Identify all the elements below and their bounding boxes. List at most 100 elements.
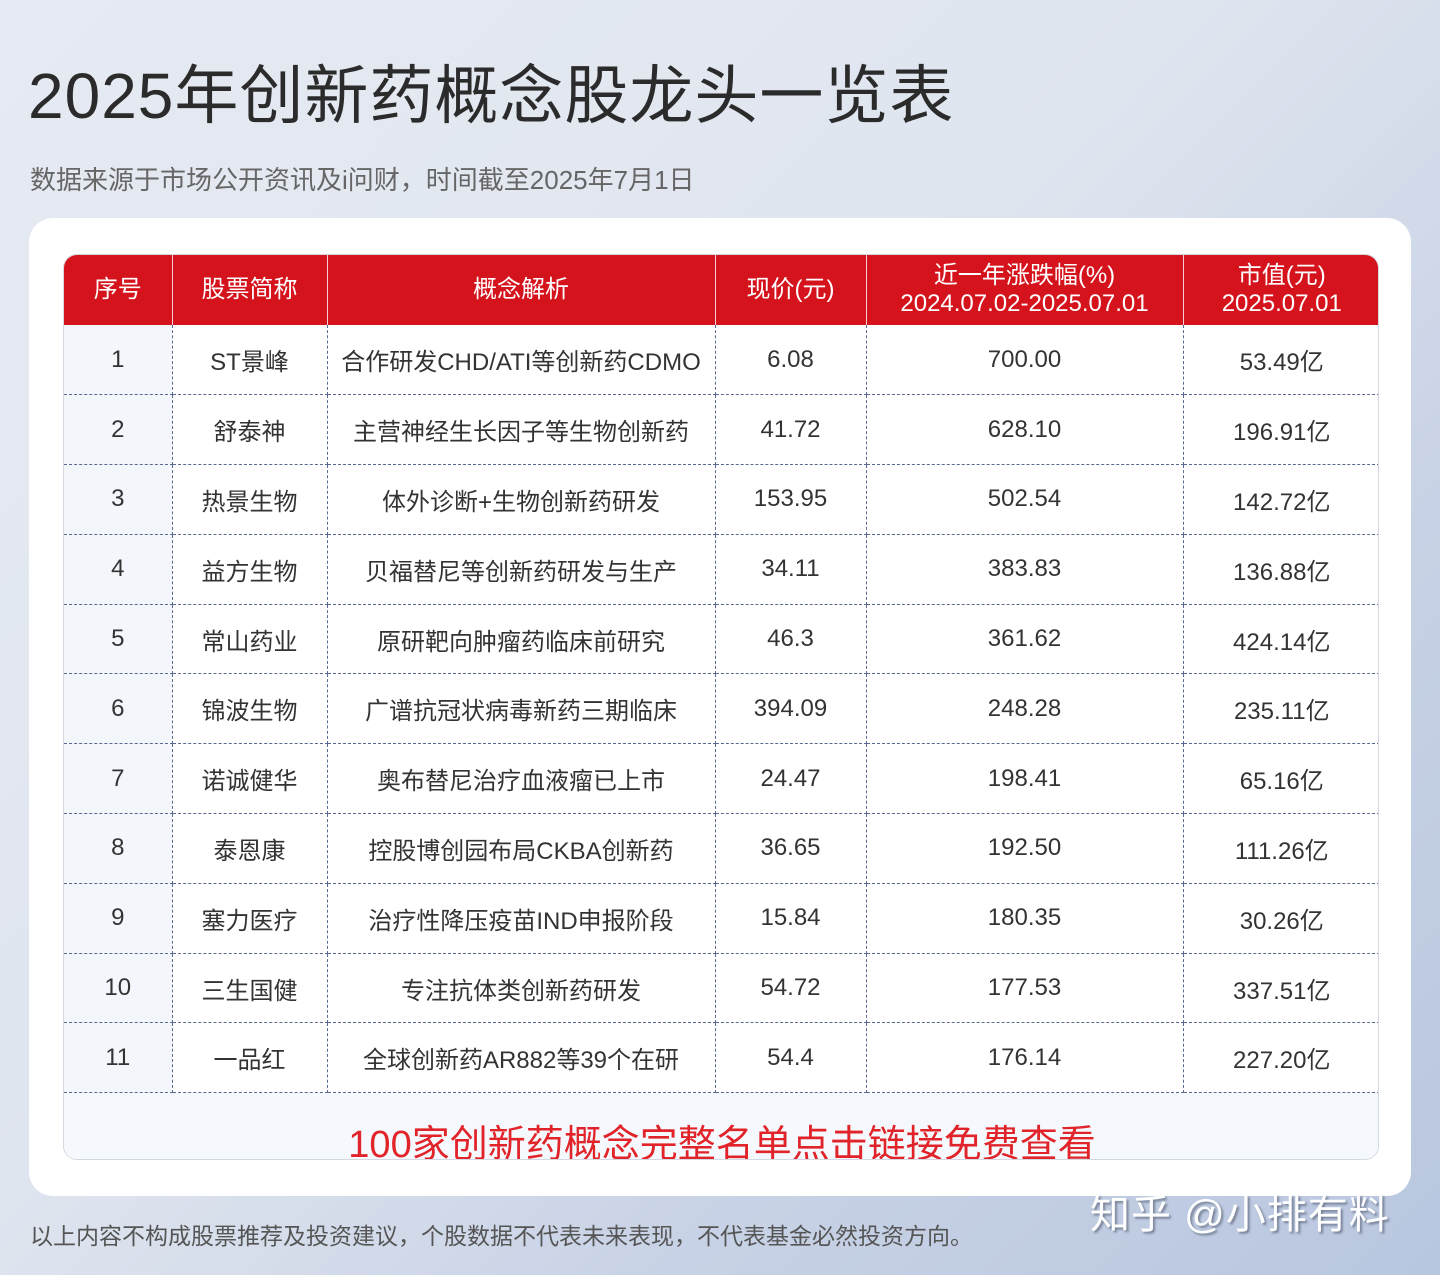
market-cap: 337.51亿 [1183, 953, 1378, 1024]
market-cap: 111.26亿 [1183, 813, 1378, 884]
stock-name: 一品红 [172, 1022, 328, 1094]
row-index: 9 [64, 883, 173, 954]
current-price: 24.47 [715, 743, 867, 815]
concept-desc: 治疗性降压疫苗IND申报阶段 [327, 883, 716, 954]
market-cap: 136.88亿 [1183, 534, 1378, 605]
row-index: 2 [64, 394, 173, 466]
yearly-change: 628.10 [866, 394, 1184, 466]
current-price: 54.4 [715, 1022, 867, 1094]
current-price: 394.09 [715, 673, 867, 745]
stock-name: 塞力医疗 [172, 883, 328, 954]
row-index: 6 [64, 673, 173, 745]
current-price: 46.3 [715, 604, 867, 675]
stock-name: 益方生物 [172, 534, 328, 605]
col-header-label: 近一年涨跌幅(%) [933, 262, 1116, 289]
col-header-index: 序号 [64, 255, 173, 325]
col-header-change: 近一年涨跌幅(%) 2024.07.02-2025.07.01 [866, 255, 1184, 325]
yearly-change: 502.54 [866, 464, 1184, 535]
concept-desc: 广谱抗冠状病毒新药三期临床 [327, 673, 716, 745]
disclaimer: 以上内容不构成股票推荐及投资建议，个股数据不代表未来表现，不代表基金必然投资方向… [30, 1223, 973, 1249]
current-price: 36.65 [715, 813, 867, 884]
stock-name: 舒泰神 [172, 394, 328, 466]
concept-desc: 专注抗体类创新药研发 [327, 953, 716, 1024]
row-index: 11 [64, 1022, 173, 1094]
market-cap: 53.49亿 [1183, 325, 1378, 396]
yearly-change: 180.35 [866, 883, 1184, 954]
col-header-label: 市值(元) [1237, 262, 1326, 289]
watermark: 知乎 @小排有料 [1090, 1193, 1390, 1237]
concept-desc: 控股博创园布局CKBA创新药 [327, 813, 716, 884]
concept-desc: 奥布替尼治疗血液瘤已上市 [327, 743, 716, 815]
concept-desc: 体外诊断+生物创新药研发 [327, 464, 716, 535]
row-index: 10 [64, 953, 173, 1024]
yearly-change: 198.41 [866, 743, 1184, 815]
table-row: 7 诺诚健华 奥布替尼治疗血液瘤已上市 24.47 198.41 65.16亿 [64, 743, 1378, 815]
yearly-change: 176.14 [866, 1022, 1184, 1094]
table-row: 8 泰恩康 控股博创园布局CKBA创新药 36.65 192.50 111.26亿 [64, 813, 1378, 884]
full-list-link[interactable]: 100家创新药概念完整名单点击链接免费查看 [64, 1092, 1378, 1159]
stock-name: 泰恩康 [172, 813, 328, 884]
row-index: 5 [64, 604, 173, 675]
current-price: 34.11 [715, 534, 867, 605]
table-card: 序号 股票简称 概念解析 现价(元) 近一年涨跌幅(%) 2024.07.02-… [29, 218, 1411, 1196]
current-price: 153.95 [715, 464, 867, 535]
row-index: 3 [64, 464, 173, 535]
table-row: 4 益方生物 贝福替尼等创新药研发与生产 34.11 383.83 136.88亿 [64, 534, 1378, 605]
stock-table-container: 序号 股票简称 概念解析 现价(元) 近一年涨跌幅(%) 2024.07.02-… [63, 254, 1379, 1160]
table-row: 3 热景生物 体外诊断+生物创新药研发 153.95 502.54 142.72亿 [64, 464, 1378, 535]
table-row: 6 锦波生物 广谱抗冠状病毒新药三期临床 394.09 248.28 235.11亿 [64, 673, 1378, 745]
col-header-concept: 概念解析 [327, 255, 716, 325]
current-price: 6.08 [715, 325, 867, 396]
concept-desc: 合作研发CHD/ATI等创新药CDMO [327, 325, 716, 396]
col-header-label: 序号 [93, 276, 142, 303]
yearly-change: 383.83 [866, 534, 1184, 605]
current-price: 41.72 [715, 394, 867, 466]
current-price: 15.84 [715, 883, 867, 954]
market-cap: 30.26亿 [1183, 883, 1378, 954]
table-row: 2 舒泰神 主营神经生长因子等生物创新药 41.72 628.10 196.91亿 [64, 394, 1378, 466]
concept-desc: 原研靶向肿瘤药临床前研究 [327, 604, 716, 675]
market-cap: 142.72亿 [1183, 464, 1378, 535]
stock-name: 诺诚健华 [172, 743, 328, 815]
yearly-change: 700.00 [866, 325, 1184, 396]
market-cap: 65.16亿 [1183, 743, 1378, 815]
stock-name: 锦波生物 [172, 673, 328, 745]
row-index: 4 [64, 534, 173, 605]
yearly-change: 361.62 [866, 604, 1184, 675]
current-price: 54.72 [715, 953, 867, 1024]
row-index: 1 [64, 325, 173, 396]
page-title: 2025年创新药概念股龙头一览表 [28, 60, 955, 132]
table-header-row: 序号 股票简称 概念解析 现价(元) 近一年涨跌幅(%) 2024.07.02-… [64, 255, 1378, 325]
table-row: 10 三生国健 专注抗体类创新药研发 54.72 177.53 337.51亿 [64, 953, 1378, 1024]
col-header-name: 股票简称 [172, 255, 328, 325]
concept-desc: 贝福替尼等创新药研发与生产 [327, 534, 716, 605]
stock-name: 热景生物 [172, 464, 328, 535]
concept-desc: 主营神经生长因子等生物创新药 [327, 394, 716, 466]
market-cap: 227.20亿 [1183, 1022, 1378, 1094]
row-index: 7 [64, 743, 173, 815]
stock-name: ST景峰 [172, 325, 328, 396]
yearly-change: 177.53 [866, 953, 1184, 1024]
stock-name: 三生国健 [172, 953, 328, 1024]
table-row: 9 塞力医疗 治疗性降压疫苗IND申报阶段 15.84 180.35 30.26亿 [64, 883, 1378, 954]
stock-table: 序号 股票简称 概念解析 现价(元) 近一年涨跌幅(%) 2024.07.02-… [64, 255, 1378, 1159]
col-header-label: 股票简称 [201, 276, 298, 303]
stock-name: 常山药业 [172, 604, 328, 675]
market-cap: 424.14亿 [1183, 604, 1378, 675]
table-row: 1 ST景峰 合作研发CHD/ATI等创新药CDMO 6.08 700.00 53.49亿 [64, 325, 1378, 396]
yearly-change: 248.28 [866, 673, 1184, 745]
market-cap: 196.91亿 [1183, 394, 1378, 466]
col-header-date-range: 2024.07.02-2025.07.01 [900, 290, 1149, 317]
table-row: 11 一品红 全球创新药AR882等39个在研 54.4 176.14 227.20亿 [64, 1022, 1378, 1094]
col-header-label: 现价(元) [746, 276, 835, 303]
col-header-price: 现价(元) [715, 255, 867, 325]
col-header-mcap: 市值(元) 2025.07.01 [1183, 255, 1378, 325]
table-row: 5 常山药业 原研靶向肿瘤药临床前研究 46.3 361.62 424.14亿 [64, 604, 1378, 675]
col-header-date: 2025.07.01 [1221, 290, 1342, 317]
concept-desc: 全球创新药AR882等39个在研 [327, 1022, 716, 1094]
yearly-change: 192.50 [866, 813, 1184, 884]
page-subtitle: 数据来源于市场公开资讯及i问财，时间截至2025年7月1日 [30, 165, 695, 195]
row-index: 8 [64, 813, 173, 884]
market-cap: 235.11亿 [1183, 673, 1378, 745]
col-header-label: 概念解析 [473, 276, 569, 303]
